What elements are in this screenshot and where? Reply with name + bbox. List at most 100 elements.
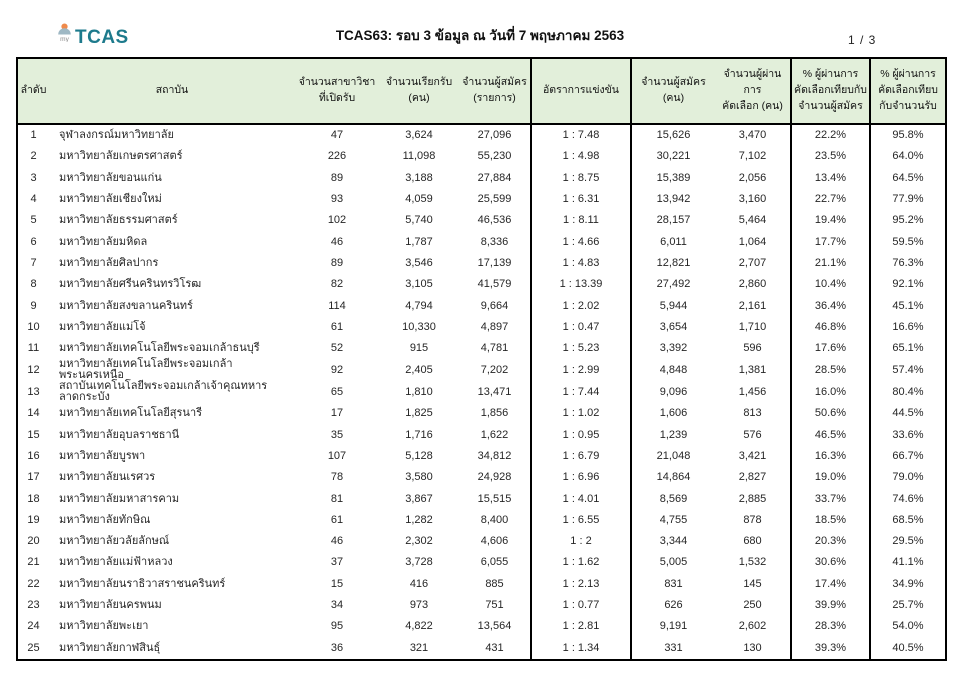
- cell-applications: 431: [459, 637, 531, 660]
- cell-intake: 3,546: [379, 252, 459, 275]
- column-header-rank: ลำดับ: [17, 58, 49, 125]
- cell-competition-ratio: 1 : 2: [530, 531, 631, 553]
- cell-pct-selected-vs-applicants: 16.3%: [790, 445, 870, 468]
- mytcas-logo-icon: my: [56, 22, 73, 47]
- cell-applicants: 331: [630, 637, 715, 660]
- cell-pct-selected-vs-intake: 41.1%: [869, 552, 946, 574]
- cell-competition-ratio: 1 : 7.48: [530, 124, 631, 147]
- cell-institution: มหาวิทยาลัยศิลปากร: [49, 252, 295, 275]
- cell-rank: 1: [17, 124, 49, 147]
- cell-intake: 1,810: [379, 381, 459, 404]
- cell-applicants: 1,606: [630, 403, 715, 425]
- table-row: 11 มหาวิทยาลัยเทคโนโลยีพระจอมเกล้าธนบุรี 5…: [17, 337, 946, 360]
- cell-programs-open: 65: [295, 381, 379, 404]
- cell-pct-selected-vs-intake: 57.4%: [869, 359, 946, 382]
- cell-selected: 680: [715, 531, 791, 553]
- cell-competition-ratio: 1 : 4.98: [530, 146, 631, 168]
- cell-applicants: 14,864: [630, 467, 715, 489]
- page-indicator: 1 / 3: [848, 33, 877, 47]
- cell-pct-selected-vs-intake: 74.6%: [869, 488, 946, 510]
- cell-intake: 973: [379, 594, 459, 617]
- cell-applicants: 3,654: [630, 316, 715, 338]
- cell-pct-selected-vs-intake: 64.5%: [869, 167, 946, 189]
- cell-pct-selected-vs-intake: 25.7%: [869, 594, 946, 617]
- table-row: 15 มหาวิทยาลัยอุบลราชธานี 35 1,716 1,622 1 : …: [17, 424, 946, 446]
- cell-selected: 2,056: [715, 167, 791, 189]
- cell-programs-open: 93: [295, 188, 379, 211]
- table-row: 12 มหาวิทยาลัยเทคโนโลยีพระจอมเกล้าพระนครเ…: [17, 359, 946, 382]
- cell-institution: มหาวิทยาลัยมหิดล: [49, 231, 295, 253]
- cell-applications: 13,564: [459, 616, 531, 638]
- cell-competition-ratio: 1 : 1.34: [530, 637, 631, 660]
- cell-institution: มหาวิทยาลัยแม่โจ้: [49, 316, 295, 338]
- cell-institution: จุฬาลงกรณ์มหาวิทยาลัย: [49, 124, 295, 147]
- cell-programs-open: 52: [295, 337, 379, 360]
- table-row: 9 มหาวิทยาลัยสงขลานครินทร์ 114 4,794 9,664 1 …: [17, 295, 946, 317]
- cell-programs-open: 36: [295, 637, 379, 660]
- cell-programs-open: 47: [295, 124, 379, 147]
- cell-institution: มหาวิทยาลัยสงขลานครินทร์: [49, 295, 295, 317]
- cell-rank: 7: [17, 252, 49, 275]
- cell-programs-open: 81: [295, 488, 379, 510]
- table-row: 18 มหาวิทยาลัยมหาสารคาม 81 3,867 15,515 1 : 4…: [17, 488, 946, 510]
- cell-rank: 9: [17, 295, 49, 317]
- cell-rank: 12: [17, 359, 49, 382]
- cell-programs-open: 35: [295, 424, 379, 446]
- cell-pct-selected-vs-intake: 79.0%: [869, 467, 946, 489]
- cell-intake: 3,728: [379, 552, 459, 574]
- svg-text:my: my: [60, 36, 69, 42]
- cell-programs-open: 226: [295, 146, 379, 168]
- cell-programs-open: 82: [295, 274, 379, 296]
- cell-pct-selected-vs-intake: 95.8%: [869, 124, 946, 147]
- cell-applications: 751: [459, 594, 531, 617]
- cell-competition-ratio: 1 : 5.23: [530, 337, 631, 360]
- cell-institution: มหาวิทยาลัยเชียงใหม่: [49, 188, 295, 211]
- cell-pct-selected-vs-applicants: 16.0%: [790, 381, 870, 404]
- cell-rank: 16: [17, 445, 49, 468]
- cell-programs-open: 102: [295, 210, 379, 232]
- cell-pct-selected-vs-intake: 45.1%: [869, 295, 946, 317]
- cell-rank: 25: [17, 637, 49, 660]
- cell-competition-ratio: 1 : 4.66: [530, 231, 631, 253]
- cell-intake: 1,716: [379, 424, 459, 446]
- cell-applicants: 28,157: [630, 210, 715, 232]
- cell-applicants: 15,389: [630, 167, 715, 189]
- cell-pct-selected-vs-applicants: 17.7%: [790, 231, 870, 253]
- cell-applications: 55,230: [459, 146, 531, 168]
- table-row: 4 มหาวิทยาลัยเชียงใหม่ 93 4,059 25,599 1 : 6.…: [17, 188, 946, 211]
- cell-pct-selected-vs-applicants: 21.1%: [790, 252, 870, 275]
- cell-pct-selected-vs-applicants: 22.2%: [790, 124, 870, 147]
- report-title: TCAS63: รอบ 3 ข้อมูล ณ วันที่ 7 พฤษภาคม …: [335, 28, 625, 43]
- cell-competition-ratio: 1 : 4.83: [530, 252, 631, 275]
- cell-programs-open: 46: [295, 231, 379, 253]
- cell-rank: 18: [17, 488, 49, 510]
- cell-rank: 3: [17, 167, 49, 189]
- cell-applicants: 4,755: [630, 509, 715, 532]
- cell-selected: 3,470: [715, 124, 791, 147]
- cell-pct-selected-vs-intake: 16.6%: [869, 316, 946, 338]
- cell-institution: มหาวิทยาลัยทักษิณ: [49, 509, 295, 532]
- cell-intake: 4,794: [379, 295, 459, 317]
- cell-pct-selected-vs-intake: 92.1%: [869, 274, 946, 296]
- cell-programs-open: 107: [295, 445, 379, 468]
- cell-institution: มหาวิทยาลัยเทคโนโลยีพระจอมเกล้าธนบุรี: [49, 337, 295, 360]
- cell-pct-selected-vs-intake: 33.6%: [869, 424, 946, 446]
- cell-competition-ratio: 1 : 8.75: [530, 167, 631, 189]
- cell-competition-ratio: 1 : 6.79: [530, 445, 631, 468]
- cell-institution: มหาวิทยาลัยอุบลราชธานี: [49, 424, 295, 446]
- cell-selected: 2,827: [715, 467, 791, 489]
- cell-institution: มหาวิทยาลัยนครพนม: [49, 594, 295, 617]
- cell-selected: 7,102: [715, 146, 791, 168]
- cell-competition-ratio: 1 : 6.31: [530, 188, 631, 211]
- cell-intake: 1,787: [379, 231, 459, 253]
- cell-selected: 813: [715, 403, 791, 425]
- cell-rank: 24: [17, 616, 49, 638]
- cell-pct-selected-vs-applicants: 13.4%: [790, 167, 870, 189]
- cell-applicants: 626: [630, 594, 715, 617]
- cell-pct-selected-vs-applicants: 46.8%: [790, 316, 870, 338]
- cell-pct-selected-vs-applicants: 46.5%: [790, 424, 870, 446]
- cell-applications: 25,599: [459, 188, 531, 211]
- cell-rank: 19: [17, 509, 49, 532]
- cell-competition-ratio: 1 : 2.02: [530, 295, 631, 317]
- table-row: 7 มหาวิทยาลัยศิลปากร 89 3,546 17,139 1 : 4.83…: [17, 252, 946, 275]
